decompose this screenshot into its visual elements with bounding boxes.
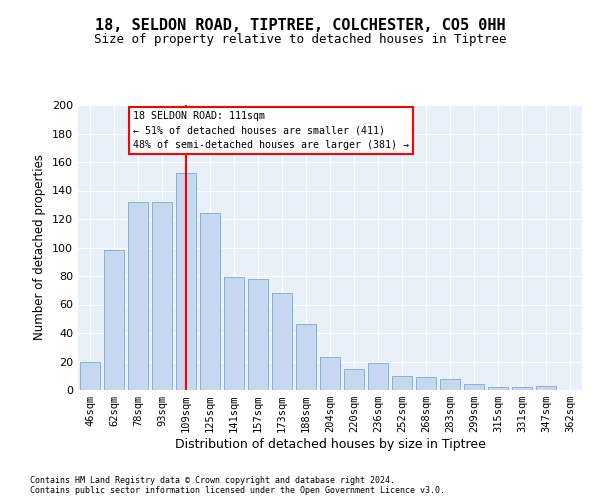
Text: Size of property relative to detached houses in Tiptree: Size of property relative to detached ho…	[94, 32, 506, 46]
Bar	[416, 377, 436, 390]
Text: 18, SELDON ROAD, TIPTREE, COLCHESTER, CO5 0HH: 18, SELDON ROAD, TIPTREE, COLCHESTER, CO…	[95, 18, 505, 32]
Bar	[104, 250, 124, 390]
Bar	[320, 357, 340, 390]
Bar	[536, 386, 556, 390]
Bar	[152, 202, 172, 390]
Bar	[224, 278, 244, 390]
Bar	[248, 279, 268, 390]
Y-axis label: Number of detached properties: Number of detached properties	[34, 154, 46, 340]
Bar	[272, 293, 292, 390]
Bar	[176, 174, 196, 390]
Bar	[464, 384, 484, 390]
Bar	[80, 362, 100, 390]
Bar	[344, 368, 364, 390]
Bar	[128, 202, 148, 390]
Text: Contains HM Land Registry data © Crown copyright and database right 2024.
Contai: Contains HM Land Registry data © Crown c…	[30, 476, 445, 495]
Bar	[512, 387, 532, 390]
Bar	[200, 214, 220, 390]
Bar	[488, 387, 508, 390]
Bar	[392, 376, 412, 390]
Bar	[296, 324, 316, 390]
Bar	[440, 378, 460, 390]
X-axis label: Distribution of detached houses by size in Tiptree: Distribution of detached houses by size …	[175, 438, 485, 451]
Bar	[368, 363, 388, 390]
Text: 18 SELDON ROAD: 111sqm
← 51% of detached houses are smaller (411)
48% of semi-de: 18 SELDON ROAD: 111sqm ← 51% of detached…	[133, 110, 409, 150]
